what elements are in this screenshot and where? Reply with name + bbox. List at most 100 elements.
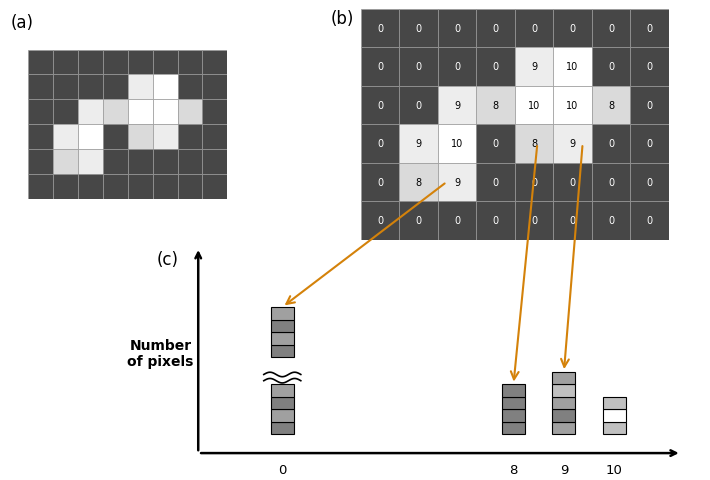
Bar	[28, 150, 53, 174]
Bar	[53, 50, 78, 75]
Bar	[78, 50, 103, 75]
Bar	[476, 10, 515, 48]
Bar	[476, 125, 515, 163]
Text: 10: 10	[528, 101, 540, 110]
Text: 8: 8	[531, 139, 537, 149]
Bar	[553, 163, 591, 202]
Bar	[603, 409, 626, 422]
Bar	[28, 75, 53, 100]
Text: (b): (b)	[330, 10, 354, 27]
Bar	[361, 125, 399, 163]
Text: 0: 0	[377, 101, 383, 110]
Text: 0: 0	[569, 216, 576, 226]
Bar	[202, 174, 227, 199]
Bar	[153, 174, 178, 199]
Bar	[53, 174, 78, 199]
Bar	[515, 163, 553, 202]
Bar	[591, 10, 630, 48]
Bar	[202, 50, 227, 75]
Text: 0: 0	[646, 178, 652, 187]
Bar	[476, 86, 515, 125]
Bar	[438, 163, 476, 202]
Text: 0: 0	[646, 101, 652, 110]
Bar	[438, 10, 476, 48]
Bar	[361, 48, 399, 86]
Bar	[103, 150, 128, 174]
Bar	[103, 50, 128, 75]
Text: 0: 0	[377, 178, 383, 187]
Bar	[178, 50, 202, 75]
Bar	[103, 75, 128, 100]
Text: 9: 9	[569, 139, 576, 149]
Bar	[202, 150, 227, 174]
Text: 0: 0	[646, 62, 652, 72]
Bar	[553, 202, 591, 240]
Text: 0: 0	[608, 62, 614, 72]
Bar	[552, 409, 576, 422]
Bar	[128, 50, 153, 75]
Bar	[128, 75, 153, 100]
Bar	[553, 86, 591, 125]
Bar	[630, 48, 669, 86]
Text: 0: 0	[415, 101, 422, 110]
Bar	[502, 384, 525, 397]
Bar	[271, 384, 294, 397]
Bar	[103, 174, 128, 199]
Bar	[271, 422, 294, 434]
Bar	[53, 100, 78, 125]
Text: 0: 0	[608, 24, 614, 34]
Bar	[591, 48, 630, 86]
Bar	[399, 86, 438, 125]
Bar	[553, 10, 591, 48]
Bar	[53, 125, 78, 150]
Bar	[515, 10, 553, 48]
Bar	[438, 86, 476, 125]
Text: 0: 0	[415, 62, 422, 72]
Text: 0: 0	[454, 216, 460, 226]
Bar	[553, 48, 591, 86]
Bar	[153, 150, 178, 174]
Bar	[178, 150, 202, 174]
Bar	[630, 10, 669, 48]
Bar	[603, 422, 626, 434]
Text: 0: 0	[608, 216, 614, 226]
Bar	[128, 174, 153, 199]
Bar	[476, 163, 515, 202]
Bar	[399, 202, 438, 240]
Bar	[552, 372, 576, 384]
Bar	[552, 397, 576, 409]
Bar	[271, 332, 294, 345]
Bar	[502, 409, 525, 422]
Bar	[591, 202, 630, 240]
Bar	[630, 202, 669, 240]
Text: (a): (a)	[11, 14, 33, 32]
Bar	[128, 100, 153, 125]
Bar	[515, 202, 553, 240]
Bar	[515, 48, 553, 86]
Bar	[153, 50, 178, 75]
Text: 8: 8	[608, 101, 614, 110]
Bar	[591, 125, 630, 163]
Text: 9: 9	[454, 101, 460, 110]
Bar	[28, 50, 53, 75]
Bar	[603, 397, 626, 409]
Bar	[438, 202, 476, 240]
Bar	[178, 100, 202, 125]
Text: 0: 0	[493, 24, 498, 34]
Bar	[53, 75, 78, 100]
Bar	[502, 397, 525, 409]
Text: 8: 8	[493, 101, 498, 110]
Bar	[552, 384, 576, 397]
Text: 0: 0	[493, 139, 498, 149]
Text: 0: 0	[569, 178, 576, 187]
Bar	[361, 163, 399, 202]
Text: 10: 10	[567, 101, 579, 110]
Text: 0: 0	[454, 62, 460, 72]
Text: 0: 0	[377, 62, 383, 72]
Bar	[28, 174, 53, 199]
Text: 0: 0	[454, 24, 460, 34]
Bar	[361, 202, 399, 240]
Bar	[153, 125, 178, 150]
Bar	[78, 174, 103, 199]
Bar	[399, 163, 438, 202]
